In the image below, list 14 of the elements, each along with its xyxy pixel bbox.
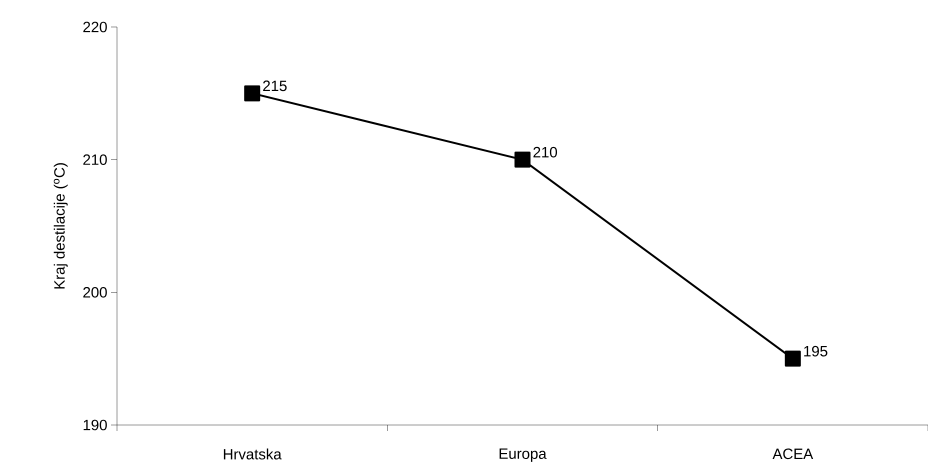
y-axis-title: Kraj destilacije ($^{o}$C) (54, 163, 68, 289)
data-label: 195 (804, 346, 828, 356)
x-tick-label: Europa (500, 448, 547, 462)
y-tick-label: 200 (83, 287, 107, 298)
data-label: 215 (263, 80, 287, 92)
point (514, 152, 531, 168)
y-tick-label: 190 (84, 420, 107, 430)
y-tick-label: 210 (83, 154, 107, 165)
point (784, 350, 801, 367)
point (244, 85, 260, 102)
y-tick-label: 220 (83, 22, 107, 32)
x-tick-label: Hrvatska (224, 448, 282, 460)
data-label: 210 (533, 146, 558, 158)
x-tick-label: ACEA (772, 448, 814, 460)
